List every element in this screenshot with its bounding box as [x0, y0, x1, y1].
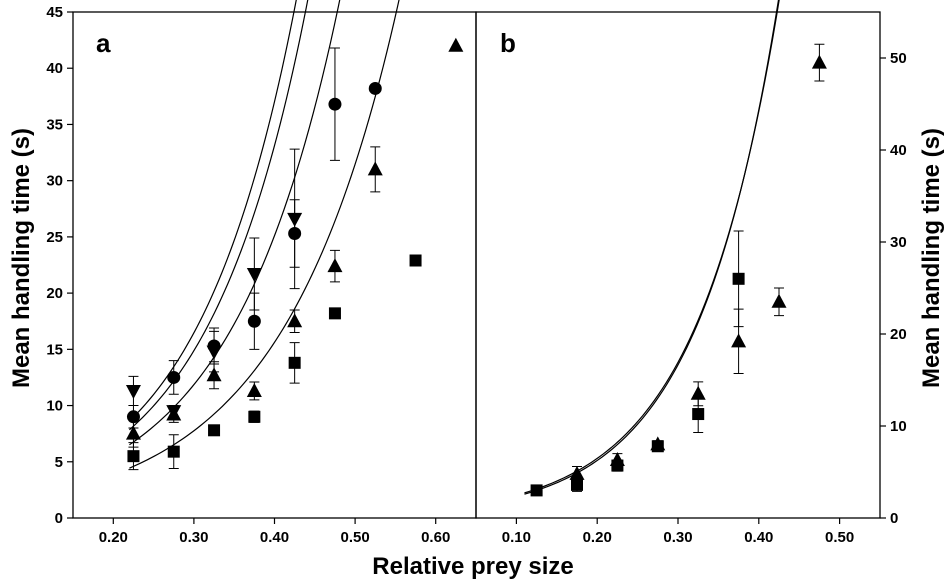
panel-a-fit-curve-triangle-down: [128, 0, 297, 422]
panel-b-point-square: [732, 272, 745, 285]
panel-a-point-triangle-down: [125, 384, 141, 399]
panel-b-x-tick-label: 0.30: [663, 529, 692, 546]
panel-a-x-tick-label: 0.30: [179, 529, 208, 546]
panel-a-x-tick-label: 0.60: [421, 529, 450, 546]
panel-b-x-tick-label: 0.50: [825, 529, 854, 546]
panel-b-point-square: [571, 478, 583, 491]
panel-a-point-triangle-up: [206, 367, 222, 382]
panel-a-label: a: [96, 28, 111, 58]
panel-a-point-triangle-up: [166, 406, 182, 421]
x-axis-title: Relative prey size: [372, 553, 573, 580]
panel-b-fit-curve-square: [524, 0, 780, 495]
panel-a-point-square: [248, 410, 261, 423]
panel-a-x-tick-label: 0.40: [260, 529, 289, 546]
panel-b-y-tick-label: 50: [890, 50, 907, 67]
panel-a-point-triangle-up: [246, 382, 262, 397]
panel-a-x-tick-label: 0.50: [340, 529, 369, 546]
panel-a-fit-curve-triangle-up: [129, 0, 341, 446]
panel-a-y-tick-label: 35: [46, 116, 63, 133]
panel-b-point-triangle-up: [569, 465, 585, 480]
panel-b-y-tick-label: 30: [890, 234, 907, 251]
panel-a-fit-curve-circle: [129, 0, 309, 431]
panel-a-point-triangle-up: [125, 425, 141, 440]
panel-a-point-triangle-up: [367, 161, 383, 176]
panel-b-y-tick-label: 0: [890, 510, 898, 527]
panel-b-point-triangle-up: [690, 385, 706, 400]
panel-b-point-triangle-up: [811, 54, 827, 69]
panel-a-y-tick-label: 0: [55, 510, 63, 527]
panel-b-x-tick-label: 0.40: [744, 529, 773, 546]
right-y-axis-title: Mean handling time (s): [918, 128, 945, 388]
panel-a-point-circle: [247, 314, 261, 328]
panel-a-point-square: [167, 445, 180, 458]
panel-b-y-tick-label: 40: [890, 142, 907, 159]
panel-b-y-tick-label: 10: [890, 418, 907, 435]
panel-a-point-circle: [167, 370, 181, 384]
panel-a-fit-curve-square: [129, 0, 400, 469]
panel-a-point-square: [409, 254, 422, 267]
panel-a-point-square: [288, 356, 301, 369]
panel-a-y-tick-label: 30: [46, 173, 63, 190]
panel-b-label: b: [500, 28, 516, 58]
panel-a-point-circle: [328, 97, 342, 111]
panel-a-point-square: [328, 307, 341, 320]
panel-a-point-square: [127, 450, 140, 463]
panel-a-point-triangle-down: [246, 267, 262, 282]
panel-b-point-square: [692, 408, 705, 421]
panel-a-y-tick-label: 5: [55, 454, 63, 471]
panel-a-y-tick-label: 10: [46, 398, 63, 415]
panel-a: 0.20 0.30 0.40 0.50 0.60 0 5 10 15 20 25 30 35 40 45: [46, 0, 477, 546]
panel-a-point-circle: [207, 339, 221, 353]
panel-a-point-square: [208, 424, 221, 437]
panel-a-y-tick-label: 40: [46, 60, 63, 77]
panel-b-point-triangle-up: [650, 436, 666, 451]
panel-a-y-tick-label: 20: [46, 285, 63, 302]
panel-a-y-tick-label: 25: [46, 229, 63, 246]
panel-b-y-tick-label: 20: [890, 326, 907, 343]
panel-b-point-triangle-up: [771, 293, 787, 308]
panel-a-y-tick-label: 45: [46, 4, 63, 21]
panel-a-point-triangle-up: [327, 258, 343, 273]
panel-b-fit-curve-triangle-up: [524, 0, 780, 494]
panel-a-y-tick-label: 15: [46, 341, 63, 358]
panel-b: 0.10 0.20 0.30 0.40 0.50 0 10 20 30 40 50: [475, 0, 907, 546]
panel-a-point-triangle-up: [287, 313, 303, 328]
panel-a-point-circle: [368, 81, 382, 95]
panel-a-x-tick-label: 0.20: [99, 529, 128, 546]
panel-a-point-circle: [288, 227, 302, 241]
panel-b-x-tick-label: 0.20: [583, 529, 612, 546]
panel-b-x-tick-label: 0.10: [502, 529, 531, 546]
panel-b-point-triangle-up: [731, 333, 747, 348]
panel-a-point-triangle-up: [448, 37, 464, 52]
left-y-axis-title: Mean handling time (s): [8, 128, 35, 388]
panel-b-point-triangle-up: [609, 452, 625, 467]
panel-b-plot-frame: [475, 11, 881, 519]
